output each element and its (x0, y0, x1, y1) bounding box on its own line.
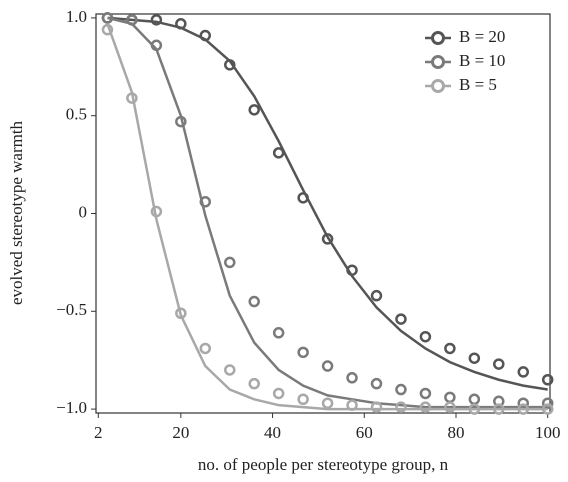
legend-label: B = 5 (459, 75, 497, 94)
data-point (224, 364, 236, 376)
x-tick-label: 80 (447, 423, 464, 442)
data-point (150, 14, 163, 26)
data-point (248, 295, 260, 308)
data-point (175, 18, 187, 30)
data-point (101, 23, 114, 36)
y-tick-label: −1.0 (56, 398, 87, 417)
data-point (126, 14, 138, 26)
data-point (150, 205, 163, 218)
data-point (224, 59, 236, 71)
y-tick-label: 1.0 (66, 7, 87, 26)
data-point (395, 401, 407, 413)
data-point (541, 403, 554, 415)
plot-frame (95, 13, 551, 414)
legend-marker (431, 31, 445, 45)
data-point (395, 313, 407, 325)
data-point (248, 377, 260, 390)
data-point (321, 360, 334, 372)
data-point (101, 12, 114, 24)
data-point (444, 342, 456, 355)
data-point (272, 147, 285, 159)
data-point (272, 387, 285, 400)
data-point (541, 397, 554, 409)
data-point (468, 352, 481, 364)
data-point (224, 256, 236, 269)
data-point (150, 39, 163, 52)
legend-marker (431, 55, 445, 69)
data-point (199, 196, 212, 208)
data-point (175, 307, 187, 319)
data-point (175, 115, 187, 128)
x-tick-label: 2 (94, 423, 103, 442)
data-point (272, 327, 285, 339)
y-tick-label: 0 (79, 202, 88, 221)
data-point (419, 387, 432, 400)
data-point (199, 29, 212, 42)
y-tick-label: 0.5 (66, 105, 87, 124)
data-point (444, 391, 456, 404)
data-point (297, 393, 309, 406)
data-point (541, 374, 554, 386)
data-point (321, 397, 334, 409)
y-tick-label: −0.5 (56, 300, 87, 319)
data-point (370, 377, 383, 390)
data-point (468, 403, 481, 415)
data-point (199, 342, 212, 355)
data-point (370, 289, 383, 302)
data-point (444, 401, 456, 413)
y-axis-label: evolved stereotype warmth (7, 120, 26, 305)
data-point (468, 393, 481, 406)
data-point (395, 383, 407, 396)
legend-label: B = 20 (459, 27, 505, 46)
legend-marker (431, 79, 445, 93)
fit-line (106, 23, 548, 411)
data-point (493, 403, 505, 415)
data-point (370, 401, 383, 413)
data-point (517, 366, 530, 378)
fit-line (107, 16, 548, 391)
data-point (346, 372, 358, 384)
x-tick-label: 100 (535, 423, 561, 442)
data-point (517, 403, 530, 415)
data-point (297, 346, 309, 359)
data-point (419, 330, 432, 343)
x-tick-label: 40 (264, 423, 281, 442)
legend-label: B = 10 (459, 51, 505, 70)
data-point (297, 192, 309, 204)
x-axis-label: no. of people per stereotype group, n (198, 455, 449, 474)
fit-line (107, 16, 548, 409)
data-point (321, 233, 334, 245)
data-point (346, 264, 358, 276)
x-tick-label: 60 (356, 423, 373, 442)
data-point (248, 104, 260, 116)
x-tick-label: 20 (172, 423, 189, 442)
data-point (493, 358, 505, 370)
data-point (126, 92, 138, 104)
data-point (419, 401, 432, 413)
data-point (517, 397, 530, 409)
data-point (346, 399, 358, 411)
